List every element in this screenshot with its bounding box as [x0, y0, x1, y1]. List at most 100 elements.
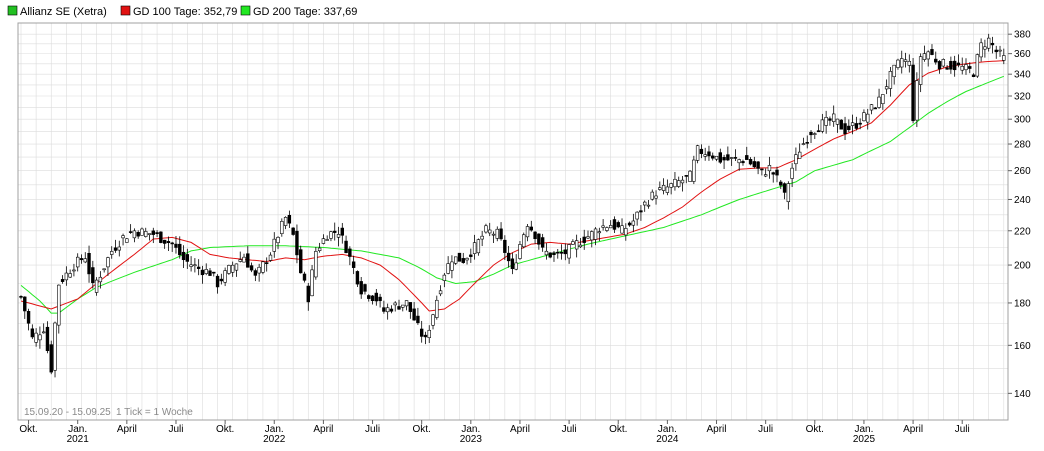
candle-body: [934, 58, 938, 63]
candle-body: [964, 64, 968, 71]
y-tick-label: 220: [1014, 226, 1031, 237]
candle-body: [242, 256, 246, 263]
candle-body: [748, 159, 753, 165]
candle-body: [412, 308, 416, 321]
candle-body: [1002, 55, 1006, 61]
candle-body: [733, 157, 738, 159]
candle-body: [355, 271, 360, 285]
candle-body: [707, 151, 711, 157]
candle-body: [888, 71, 893, 89]
candle-body: [684, 175, 688, 177]
x-tick-label: Jan.: [68, 424, 87, 435]
candle-body: [125, 238, 129, 243]
candle-body: [253, 270, 258, 276]
candle-body: [321, 238, 326, 244]
candle-body: [83, 258, 87, 263]
candle-body: [280, 221, 284, 235]
candle-body: [646, 204, 651, 207]
candle-body: [185, 254, 190, 262]
x-tick-label: Okt.: [19, 424, 37, 435]
candle-body: [393, 302, 397, 306]
candle-body: [586, 236, 590, 239]
y-tick-label: 300: [1014, 115, 1031, 126]
x-tick-label: Okt.: [609, 424, 627, 435]
candle-body: [729, 157, 734, 159]
candle-body: [763, 174, 768, 177]
candle-body: [658, 187, 662, 190]
candle-body: [922, 53, 927, 60]
candle-body: [661, 185, 666, 191]
candle-body: [635, 211, 639, 220]
x-tick-label: Juli: [168, 424, 183, 435]
candle-body: [699, 148, 704, 154]
candle-body: [351, 261, 356, 268]
candle-body: [340, 227, 344, 236]
x-tick-label: Jan.: [461, 424, 480, 435]
gd200-line: [20, 75, 1004, 314]
candle-body: [314, 251, 318, 278]
x-tick-year-label: 2022: [263, 434, 286, 445]
candle-body: [529, 226, 534, 231]
candle-body: [117, 246, 121, 251]
candle-body: [824, 116, 828, 126]
candle-body: [869, 104, 874, 111]
candle-body: [767, 165, 772, 172]
candle-body: [745, 155, 749, 160]
candle-body: [605, 227, 609, 231]
candle-body: [306, 285, 310, 303]
candle-body: [299, 249, 303, 274]
candle-body: [404, 300, 409, 307]
candle-body: [540, 237, 545, 248]
candle-body: [556, 251, 560, 254]
candle-body: [317, 247, 322, 252]
candle-body: [102, 268, 106, 271]
candle-body: [68, 273, 72, 278]
candle-body: [952, 60, 957, 71]
candle-body: [654, 195, 658, 199]
candle-body: [552, 252, 556, 255]
candle-body: [820, 119, 825, 132]
candle-body: [854, 123, 859, 129]
candle-body: [537, 233, 541, 245]
candle-body: [960, 65, 964, 71]
candle-body: [642, 201, 647, 206]
x-tick-label: Jan.: [265, 424, 284, 435]
candle-body: [38, 334, 42, 341]
candle-body: [881, 94, 885, 105]
candle-body: [593, 228, 598, 240]
candle-body: [582, 236, 586, 243]
candle-body: [79, 258, 84, 261]
candle-body: [227, 265, 231, 274]
candle-body: [442, 274, 447, 281]
candle-body: [98, 276, 103, 283]
candle-body: [937, 61, 942, 70]
candle-body: [389, 308, 394, 312]
candle-body: [45, 326, 50, 352]
candle-body: [423, 334, 428, 338]
x-tick-label: Juli: [365, 424, 380, 435]
candle-body: [741, 161, 745, 164]
candle-body: [348, 248, 352, 257]
candle-body: [162, 239, 167, 244]
candle-body: [268, 254, 273, 261]
candle-body: [196, 266, 201, 269]
candle-body: [828, 118, 832, 121]
candle-body: [204, 269, 208, 274]
candle-body: [809, 131, 813, 136]
candle-body: [359, 281, 363, 295]
candle-body: [816, 130, 821, 133]
candle-body: [170, 242, 174, 245]
candle-body: [790, 167, 794, 179]
candle-body: [223, 270, 227, 283]
candle-body: [695, 145, 700, 161]
candle-body: [949, 61, 953, 70]
grid: [18, 23, 1008, 420]
candle-body: [140, 228, 144, 236]
y-tick-label: 380: [1014, 30, 1031, 41]
candle-body: [677, 180, 681, 187]
candle-body: [26, 311, 31, 324]
candle-body: [408, 302, 413, 312]
candle-body: [544, 250, 549, 256]
candle-body: [971, 74, 976, 77]
candle-body: [49, 344, 53, 373]
